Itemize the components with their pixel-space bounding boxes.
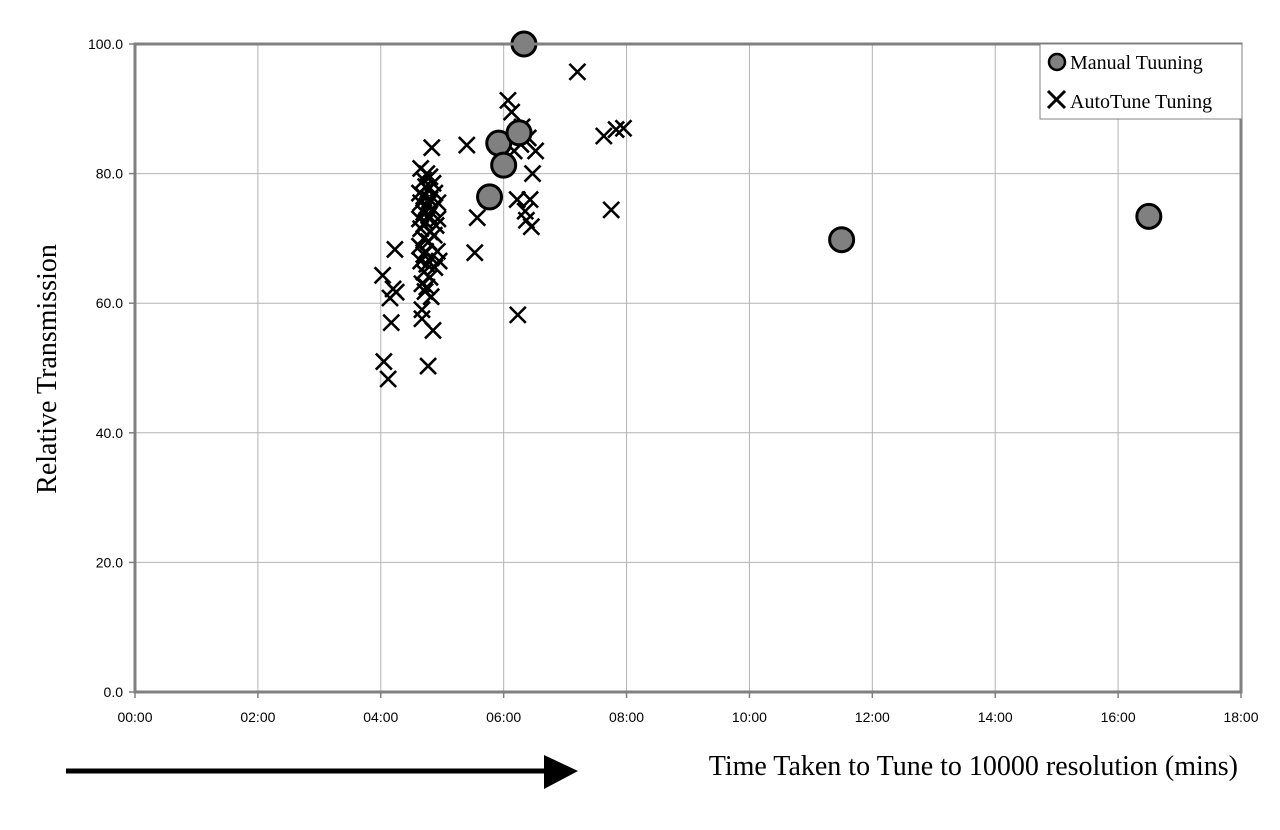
y-tick-label: 40.0 [96, 425, 123, 441]
time-arrow [66, 755, 578, 789]
manual-point [476, 183, 504, 211]
legend: Manual Tuuning AutoTune Tuning [1039, 43, 1243, 120]
autotune-point [465, 243, 484, 262]
x-tick-label: 04:00 [363, 709, 398, 725]
plot-area-border [133, 42, 1243, 694]
autotune-point [385, 240, 404, 259]
manual-point [828, 226, 856, 254]
autotune-point [594, 127, 613, 145]
legend-label-manual: Manual Tuuning [1070, 52, 1203, 74]
manual-point [505, 119, 533, 147]
y-tick-label: 80.0 [96, 166, 123, 182]
autotune-point [607, 120, 626, 139]
x-axis-title: Time Taken to Tune to 10000 resolution (… [709, 751, 1238, 782]
tick-labels: 00:00 02:00 04:00 06:00 08:00 10:00 12:00 14:00… [88, 36, 1259, 725]
autotune-point [602, 200, 621, 219]
y-tick-label: 0.0 [104, 684, 124, 700]
autotune-point [382, 313, 401, 332]
autotune-point [457, 136, 476, 155]
y-axis-title: Relative Transmission [32, 244, 63, 494]
x-tick-label: 06:00 [486, 709, 521, 725]
legend-marker-autotune [1046, 89, 1067, 110]
time-arrow-head [544, 755, 578, 789]
x-tick-label: 10:00 [732, 709, 767, 725]
legend-label-autotune: AutoTune Tuning [1070, 91, 1212, 113]
autotune-point [417, 278, 436, 296]
autotune-point [422, 138, 441, 157]
autotune-point [522, 217, 541, 236]
autotune-point [424, 321, 442, 340]
autotune-point [429, 210, 447, 228]
y-tick-label: 100.0 [88, 36, 123, 52]
autotune-point [421, 268, 439, 287]
data-marks [373, 30, 1163, 388]
y-tick-label: 60.0 [96, 295, 123, 311]
x-tick-label: 02:00 [240, 709, 275, 725]
autotune-point [422, 287, 441, 306]
autotune-point [387, 283, 406, 302]
autotune-point [526, 142, 545, 160]
autotune-point [508, 305, 527, 324]
x-tick-label: 00:00 [117, 709, 152, 725]
y-tick-label: 20.0 [96, 554, 123, 570]
autotune-point [468, 208, 487, 227]
autotune-point [419, 357, 438, 375]
x-tick-label: 12:00 [855, 709, 890, 725]
autotune-point [430, 252, 449, 270]
autotune-point [614, 119, 633, 138]
manual-point [1135, 202, 1163, 230]
x-tick-label: 18:00 [1223, 709, 1258, 725]
autotune-point [413, 300, 431, 319]
autotune-point [429, 193, 447, 212]
x-tick-label: 14:00 [978, 709, 1013, 725]
x-tick-label: 08:00 [609, 709, 644, 725]
autotune-point [502, 103, 521, 121]
autotune-point [521, 190, 540, 209]
series-1 [373, 62, 633, 388]
autotune-point [373, 266, 392, 285]
plot-frame [133, 42, 1243, 694]
manual-point [490, 151, 518, 179]
autotune-point [374, 352, 393, 371]
autotune-point [379, 370, 398, 388]
gridlines [135, 44, 1241, 692]
autotune-point [508, 190, 527, 209]
autotune-point [568, 62, 587, 81]
legend-box [1039, 43, 1243, 120]
x-tick-label: 16:00 [1101, 709, 1136, 725]
series-0 [476, 30, 1163, 254]
legend-marker-manual [1047, 52, 1067, 72]
autotune-point [427, 216, 445, 235]
autotune-point [523, 164, 542, 183]
autotune-point [499, 91, 517, 110]
autotune-point [425, 184, 444, 202]
